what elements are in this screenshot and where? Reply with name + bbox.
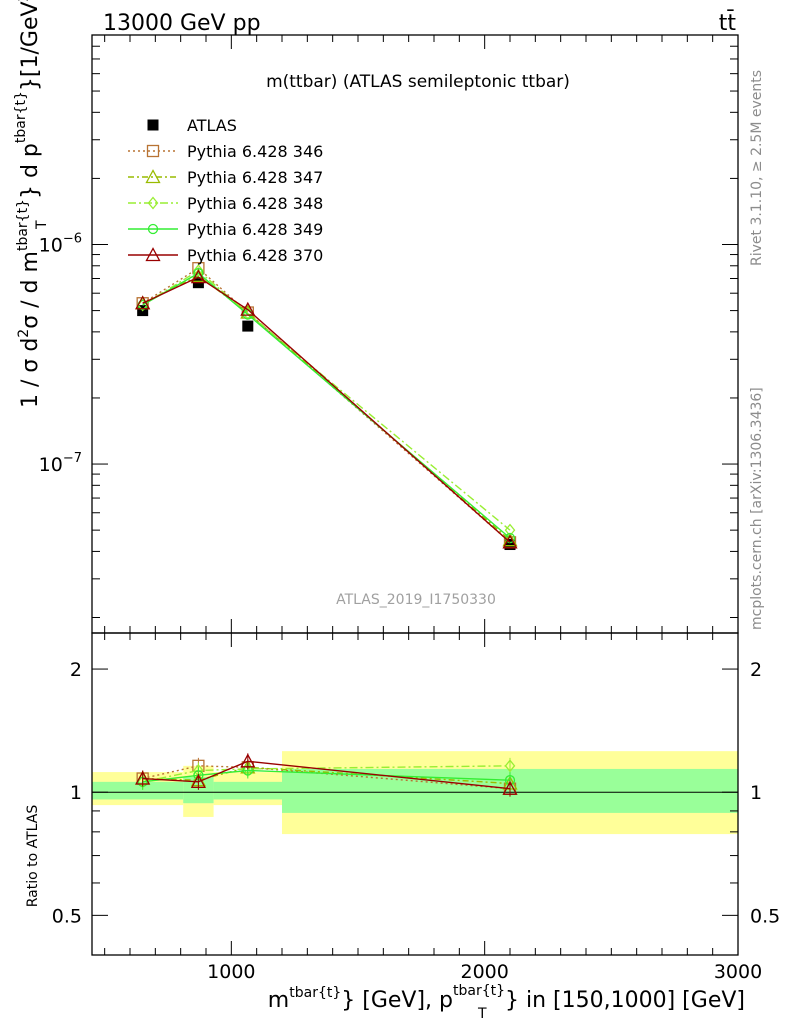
legend-entry: Pythia 6.428 348 bbox=[128, 194, 323, 213]
main-data-point bbox=[240, 301, 256, 316]
main-series-line bbox=[142, 269, 511, 531]
legend-entry: Pythia 6.428 346 bbox=[128, 142, 323, 161]
ratio-series-line bbox=[142, 765, 511, 783]
header-process-label: tt̄ bbox=[719, 10, 737, 36]
main-y-subscript-t: T bbox=[34, 220, 50, 230]
legend: ATLAS Pythia 6.428 346 Pythia 6.428 347 Pyt… bbox=[128, 116, 323, 265]
ratio-y-tick-label: 0.5 bbox=[52, 905, 82, 927]
ratio-data-point bbox=[504, 759, 516, 773]
ratio-inner-band bbox=[92, 781, 184, 800]
x-subscript-t: T bbox=[477, 1006, 487, 1022]
main-series-line bbox=[142, 275, 511, 541]
rivet-version-label: Rivet 3.1.10, ≥ 2.5M events bbox=[749, 70, 765, 266]
main-y-tick-label: 10−7 bbox=[39, 451, 82, 476]
svg-text:1 / σ d2σ / d mtbar{t}} d ptba: 1 / σ d2σ / d mtbar{t}} d ptbar{t}}[1/Ge… bbox=[13, 0, 43, 408]
header-collision-label: 13000 GeV pp bbox=[103, 11, 261, 36]
ratio-data-point bbox=[240, 753, 256, 768]
main-y-axis-label: 1 / σ d2σ / d mtbar{t}} d ptbar{t}}[1/Ge… bbox=[13, 0, 43, 408]
main-series-line bbox=[142, 276, 511, 543]
ratio-data-point bbox=[502, 780, 518, 795]
legend-label: Pythia 6.428 346 bbox=[187, 142, 323, 161]
legend-label: Pythia 6.428 370 bbox=[187, 246, 323, 265]
x-tick-label: 1000 bbox=[207, 961, 255, 983]
main-data-point bbox=[502, 534, 518, 549]
legend-marker bbox=[147, 196, 159, 210]
main-data-point bbox=[242, 320, 254, 332]
legend-label: Pythia 6.428 348 bbox=[187, 194, 323, 213]
legend-label: Pythia 6.428 349 bbox=[187, 220, 323, 239]
ratio-y-tick-label-right: 0.5 bbox=[750, 905, 780, 927]
legend-marker bbox=[146, 144, 160, 158]
legend-label: Pythia 6.428 347 bbox=[187, 168, 323, 187]
main-data-point bbox=[504, 539, 516, 551]
legend-entry: Pythia 6.428 349 bbox=[128, 220, 323, 239]
ratio-y-tick-label: 2 bbox=[70, 659, 82, 681]
legend-marker bbox=[145, 169, 161, 184]
legend-entry: Pythia 6.428 370 bbox=[128, 246, 323, 265]
legend-label: ATLAS bbox=[187, 116, 237, 135]
ratio-y-tick-label-right: 2 bbox=[750, 659, 762, 681]
mcplots-label: mcplots.cern.ch [arXiv:1306.3436] bbox=[749, 387, 765, 630]
plot-title: m(ttbar) (ATLAS semileptonic ttbar) bbox=[266, 72, 570, 92]
legend-entry: ATLAS bbox=[147, 116, 237, 135]
legend-marker bbox=[145, 247, 161, 262]
ratio-data-point bbox=[190, 773, 206, 789]
ratio-series-line bbox=[142, 760, 511, 790]
x-tick-label: 2000 bbox=[460, 961, 508, 983]
ratio-y-tick-label-right: 1 bbox=[750, 782, 762, 804]
main-data-point bbox=[135, 295, 151, 310]
analysis-watermark: ATLAS_2019_I1750330 bbox=[336, 592, 496, 608]
ratio-frame bbox=[91, 632, 739, 956]
legend-marker bbox=[147, 119, 159, 131]
ratio-series-line bbox=[142, 765, 511, 790]
ratio-data-point bbox=[135, 770, 151, 785]
legend-marker bbox=[147, 223, 159, 235]
ratio-y-axis-label: Ratio to ATLAS bbox=[25, 805, 41, 908]
main-panel: 1000 2000 3000 10−6 10−7 bbox=[39, 34, 762, 983]
x-axis-label: mtbar{t}} [GeV], ptbar{t}} in [150,1000]… bbox=[268, 983, 745, 1013]
main-y-tick-label: 10−6 bbox=[39, 232, 82, 257]
main-data-point bbox=[193, 264, 204, 278]
svg-text:mtbar{t}} [GeV], ptbar{t}} in: mtbar{t}} [GeV], ptbar{t}} in [150,1000]… bbox=[268, 983, 745, 1013]
main-series-line bbox=[142, 267, 511, 543]
x-tick-label: 3000 bbox=[714, 961, 762, 983]
ratio-y-tick-label: 1 bbox=[70, 782, 82, 804]
legend-entry: Pythia 6.428 347 bbox=[128, 168, 323, 187]
ratio-inner-band bbox=[213, 781, 282, 800]
main-series-line bbox=[142, 272, 511, 539]
ratio-panel: 0.5 0.5 1 1 2 2 bbox=[52, 632, 780, 956]
main-data-point bbox=[190, 269, 206, 284]
